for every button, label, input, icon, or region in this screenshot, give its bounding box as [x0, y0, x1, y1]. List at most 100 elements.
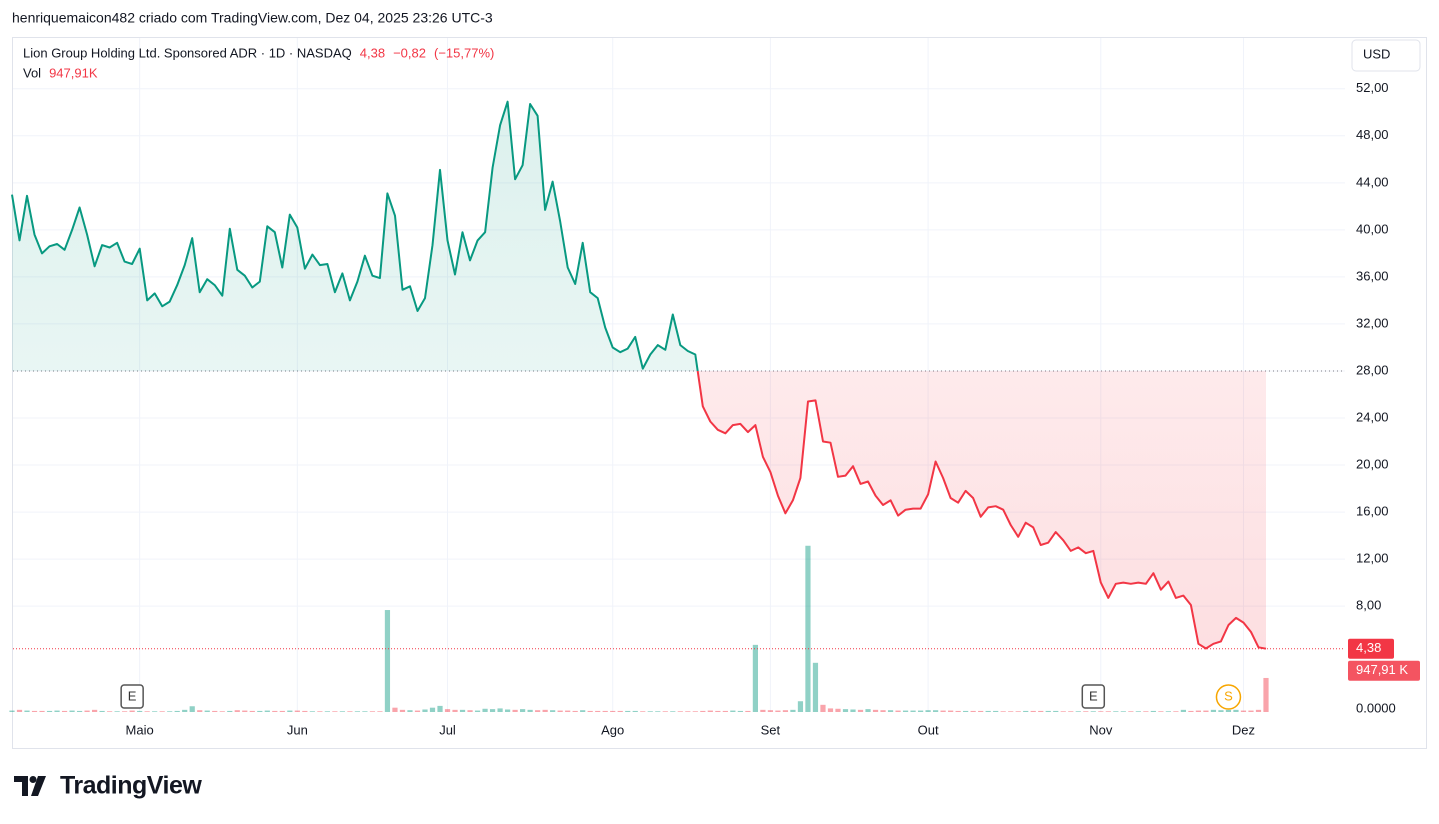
y-tick-label: 40,00: [1356, 221, 1389, 236]
volume-bar: [46, 710, 53, 712]
currency-button[interactable]: [1351, 39, 1421, 72]
volume-bar: [520, 709, 526, 712]
caption: henriquemaicon482 criado com TradingView…: [12, 10, 493, 26]
volume-bar: [790, 709, 796, 712]
volume-bar: [1158, 711, 1164, 712]
volume-bar: [955, 710, 961, 712]
volume-bar: [610, 710, 616, 712]
volume-bar: [61, 710, 68, 712]
volume-bar: [482, 708, 488, 712]
volume-bar: [137, 710, 143, 712]
volume-bar: [1203, 710, 1209, 712]
volume-bar: [647, 711, 653, 712]
volume-bar: [332, 711, 338, 712]
volume-bar: [84, 710, 90, 712]
volume-bar: [1150, 710, 1156, 712]
volume-bar: [1045, 710, 1051, 712]
volume-bar: [294, 710, 300, 712]
volume-bar: [407, 710, 413, 712]
volume-bar: [565, 710, 571, 712]
volume-bar: [970, 710, 976, 712]
volume-bar: [474, 710, 481, 712]
volume-bar: [512, 709, 518, 712]
volume-bar: [212, 710, 218, 712]
volume-bar: [1218, 710, 1224, 712]
volume-bar: [264, 710, 270, 712]
volume-bar: [324, 711, 330, 712]
volume-bar: [1030, 710, 1036, 712]
volume-bar: [1090, 711, 1096, 712]
price-tag-label: 4,38: [1356, 640, 1381, 655]
volume-bar: [715, 710, 721, 712]
volume-tick-label: 0.0000: [1356, 700, 1396, 715]
volume-bar: [459, 709, 466, 712]
x-tick-label: Jul: [439, 722, 456, 737]
volume-bar: [159, 711, 165, 712]
volume-bar: [542, 709, 548, 712]
volume-bar: [444, 709, 451, 712]
volume-bar: [902, 710, 909, 712]
volume-bar: [24, 710, 30, 712]
volume-bar: [339, 711, 345, 712]
volume-bar: [234, 710, 240, 712]
volume-bar: [1053, 710, 1059, 712]
x-tick-label: Set: [761, 722, 781, 737]
volume-bar: [1263, 677, 1269, 712]
legend-volume: 947,91K: [49, 65, 98, 80]
volume-bar: [437, 705, 443, 712]
volume-bar: [197, 710, 203, 712]
event-marker: [120, 684, 144, 709]
volume-bar: [54, 710, 60, 712]
volume-bar: [122, 711, 128, 712]
volume-bar: [737, 710, 743, 712]
x-tick-label: Dez: [1232, 722, 1255, 737]
volume-bar: [580, 710, 586, 712]
volume-bar: [369, 711, 376, 712]
volume-bar: [527, 709, 533, 712]
volume-bar: [1255, 709, 1262, 712]
volume-bar: [249, 710, 255, 712]
volume-bar: [16, 709, 23, 712]
x-tick-label: Maio: [126, 722, 154, 737]
y-tick-label: 28,00: [1356, 362, 1389, 377]
volume-bar: [1008, 711, 1014, 712]
y-tick-label: 8,00: [1356, 598, 1381, 613]
volume-bar: [985, 710, 991, 712]
y-tick-label: 52,00: [1356, 80, 1389, 95]
volume-bar: [279, 710, 285, 712]
volume-bar: [827, 708, 834, 712]
volume-bar: [933, 710, 939, 712]
event-marker: [1215, 684, 1242, 710]
volume-bar: [812, 662, 819, 712]
volume-bar: [640, 711, 646, 712]
volume-bar: [309, 711, 315, 712]
volume-bar: [535, 710, 541, 712]
volume-bar: [910, 710, 916, 712]
volume-bar: [1143, 711, 1149, 712]
volume-bar: [865, 709, 871, 712]
volume-bar: [760, 709, 766, 712]
volume-bar: [31, 710, 38, 712]
y-tick-label: 20,00: [1356, 456, 1389, 471]
volume-bar: [39, 710, 45, 712]
volume-bar: [940, 710, 946, 712]
volume-bar: [489, 709, 496, 712]
volume-bar: [572, 710, 578, 712]
currency: USD: [1363, 46, 1390, 61]
volume-bar: [9, 710, 15, 712]
volume-bar: [1038, 710, 1044, 712]
chart-title: Lion Group Holding Ltd. Sponsored ADR · …: [23, 45, 352, 60]
x-tick-label: Ago: [601, 722, 624, 737]
brand-logo: [14, 776, 46, 796]
volume-bar: [850, 709, 856, 712]
volume-bar: [1165, 711, 1171, 712]
volume-bar: [782, 710, 789, 712]
volume-bar: [302, 710, 308, 712]
volume-bar: [429, 707, 436, 712]
volume-bar: [993, 710, 999, 712]
volume-bar: [504, 709, 511, 712]
volume-bar: [377, 711, 383, 712]
volume-bar: [730, 710, 736, 712]
volume-bar: [107, 711, 113, 712]
legend-change-pct: (−15,77%): [434, 45, 494, 60]
